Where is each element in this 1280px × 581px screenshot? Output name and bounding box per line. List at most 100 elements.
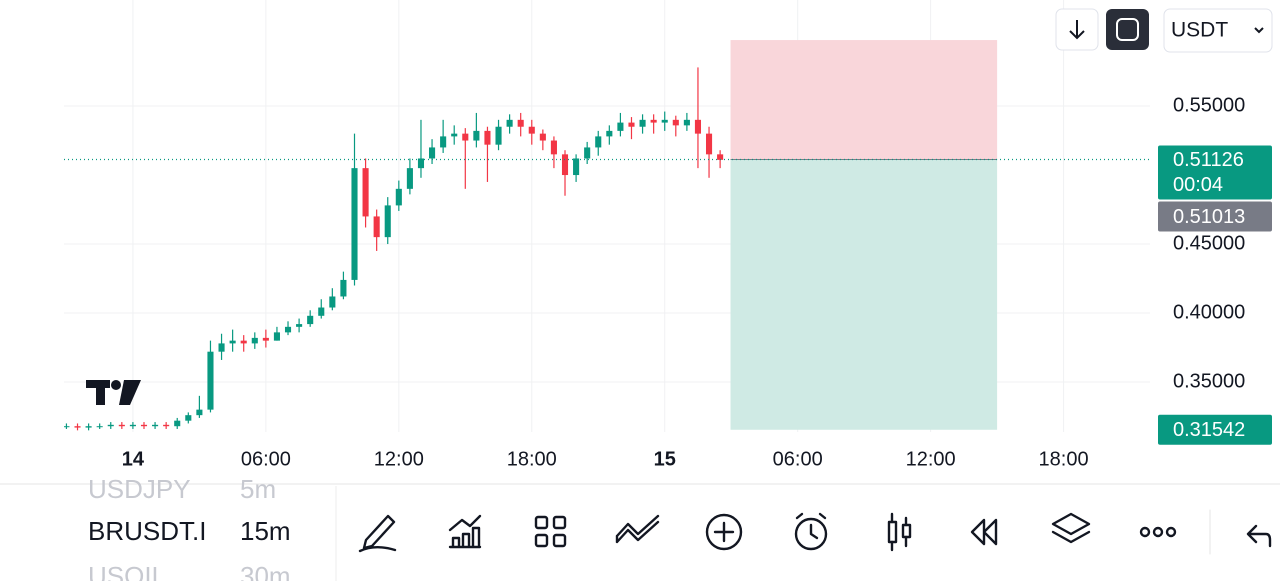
currency-select[interactable] <box>1163 8 1273 53</box>
candle-body <box>218 343 225 352</box>
candle-body <box>517 119 524 127</box>
candle-body <box>561 154 569 176</box>
candle-body <box>64 426 70 428</box>
layout-button[interactable] <box>534 515 567 548</box>
candle-body <box>307 315 314 325</box>
candle-body <box>196 409 203 416</box>
undo-button[interactable] <box>1246 524 1272 548</box>
candle-body <box>473 130 480 141</box>
interval: 5m <box>240 474 277 504</box>
candle-body <box>506 119 513 127</box>
candle-body <box>273 332 280 341</box>
candle-body <box>573 158 580 176</box>
candle-body <box>705 133 713 155</box>
add-button[interactable] <box>705 513 743 551</box>
x-tick-label: 12:00 <box>374 448 424 470</box>
x-tick-label: 06:00 <box>773 448 823 470</box>
chevron-icon <box>1254 27 1264 34</box>
candle-body <box>118 424 125 427</box>
replay-button[interactable] <box>970 518 998 546</box>
candle-body <box>440 136 447 148</box>
candle-body <box>296 324 303 327</box>
candle-body <box>373 216 380 238</box>
candle-body <box>152 424 159 427</box>
candle-body <box>163 424 170 427</box>
candle-body <box>85 426 92 428</box>
candle-body <box>240 340 247 344</box>
y-tick-label: 0.35000 <box>1173 370 1245 392</box>
candle-body <box>384 205 391 238</box>
watchlist-row[interactable]: USOIL 30m <box>88 561 291 581</box>
interval: 30m <box>240 561 291 581</box>
candle-body <box>340 279 347 297</box>
candle-body <box>284 326 292 333</box>
candle-body <box>107 424 114 427</box>
target-badge <box>1158 414 1272 445</box>
candle-style-button[interactable] <box>887 512 912 552</box>
draw-tool-button[interactable] <box>358 514 397 553</box>
interval: 15m <box>240 516 291 546</box>
x-tick-label: 12:00 <box>906 448 956 470</box>
target-label: 0.31542 <box>1173 419 1245 441</box>
candle-body <box>650 119 657 123</box>
candle-body <box>174 420 181 427</box>
last-price-label: 0.51126 <box>1173 149 1244 171</box>
candle-body <box>251 337 258 344</box>
down-arrow-icon <box>1069 20 1085 40</box>
candle-body <box>639 119 646 127</box>
candle-body <box>495 126 502 145</box>
candle-body <box>351 168 358 280</box>
candle-body <box>395 188 402 206</box>
countdown-label: 00:04 <box>1173 174 1223 196</box>
watchlist-row[interactable]: USDJPY 5m <box>88 474 276 505</box>
symbol: BRUSDT.I <box>88 516 207 546</box>
x-tick-label: 18:00 <box>1039 448 1089 470</box>
candle-body <box>550 140 557 155</box>
candle-body <box>717 154 724 160</box>
y-tick-label: 0.40000 <box>1173 301 1245 323</box>
second-price-badge <box>1158 201 1272 232</box>
x-tick-label: 15 <box>654 448 676 470</box>
square-icon <box>1116 18 1139 41</box>
candle-body <box>429 147 436 159</box>
target-zone <box>730 159 998 430</box>
x-tick-label: 14 <box>122 448 145 470</box>
candle-body <box>606 130 613 137</box>
candle-body <box>140 424 148 427</box>
candle-body <box>318 307 325 316</box>
x-tick-label: 18:00 <box>507 448 557 470</box>
candle-body <box>207 351 214 410</box>
candle-body <box>96 426 103 428</box>
compare-button[interactable] <box>615 514 660 544</box>
candle-body <box>362 168 369 217</box>
candle-body <box>185 415 192 421</box>
watchlist-row[interactable]: BRUSDT.I 15m <box>88 516 291 547</box>
symbol: USOIL <box>88 561 167 581</box>
layers-button[interactable] <box>1051 512 1091 544</box>
last-price-badge <box>1158 145 1272 200</box>
y-tick-label: 0.55000 <box>1173 94 1245 116</box>
candle-body <box>417 158 425 169</box>
candle-body <box>617 122 624 131</box>
symbol: USDJPY <box>88 474 191 504</box>
alert-button[interactable] <box>794 512 828 551</box>
candle-body <box>672 119 679 126</box>
candle-body <box>462 133 469 141</box>
logo <box>86 380 141 405</box>
more-button[interactable] <box>1139 526 1177 538</box>
y-tick-label: 0.45000 <box>1173 232 1245 254</box>
currency-label: USDT <box>1171 19 1228 42</box>
candle-body <box>683 119 690 126</box>
candle-body <box>539 133 546 141</box>
fullscreen-button[interactable] <box>1106 9 1149 50</box>
indicators-button[interactable] <box>448 514 482 549</box>
candle-body <box>406 168 413 189</box>
candle-body <box>661 119 668 123</box>
second-price-label: 0.51013 <box>1173 206 1245 228</box>
candle-body <box>584 147 591 159</box>
candle-body <box>74 426 81 428</box>
candle-body <box>595 136 602 148</box>
candle-body <box>628 122 635 127</box>
